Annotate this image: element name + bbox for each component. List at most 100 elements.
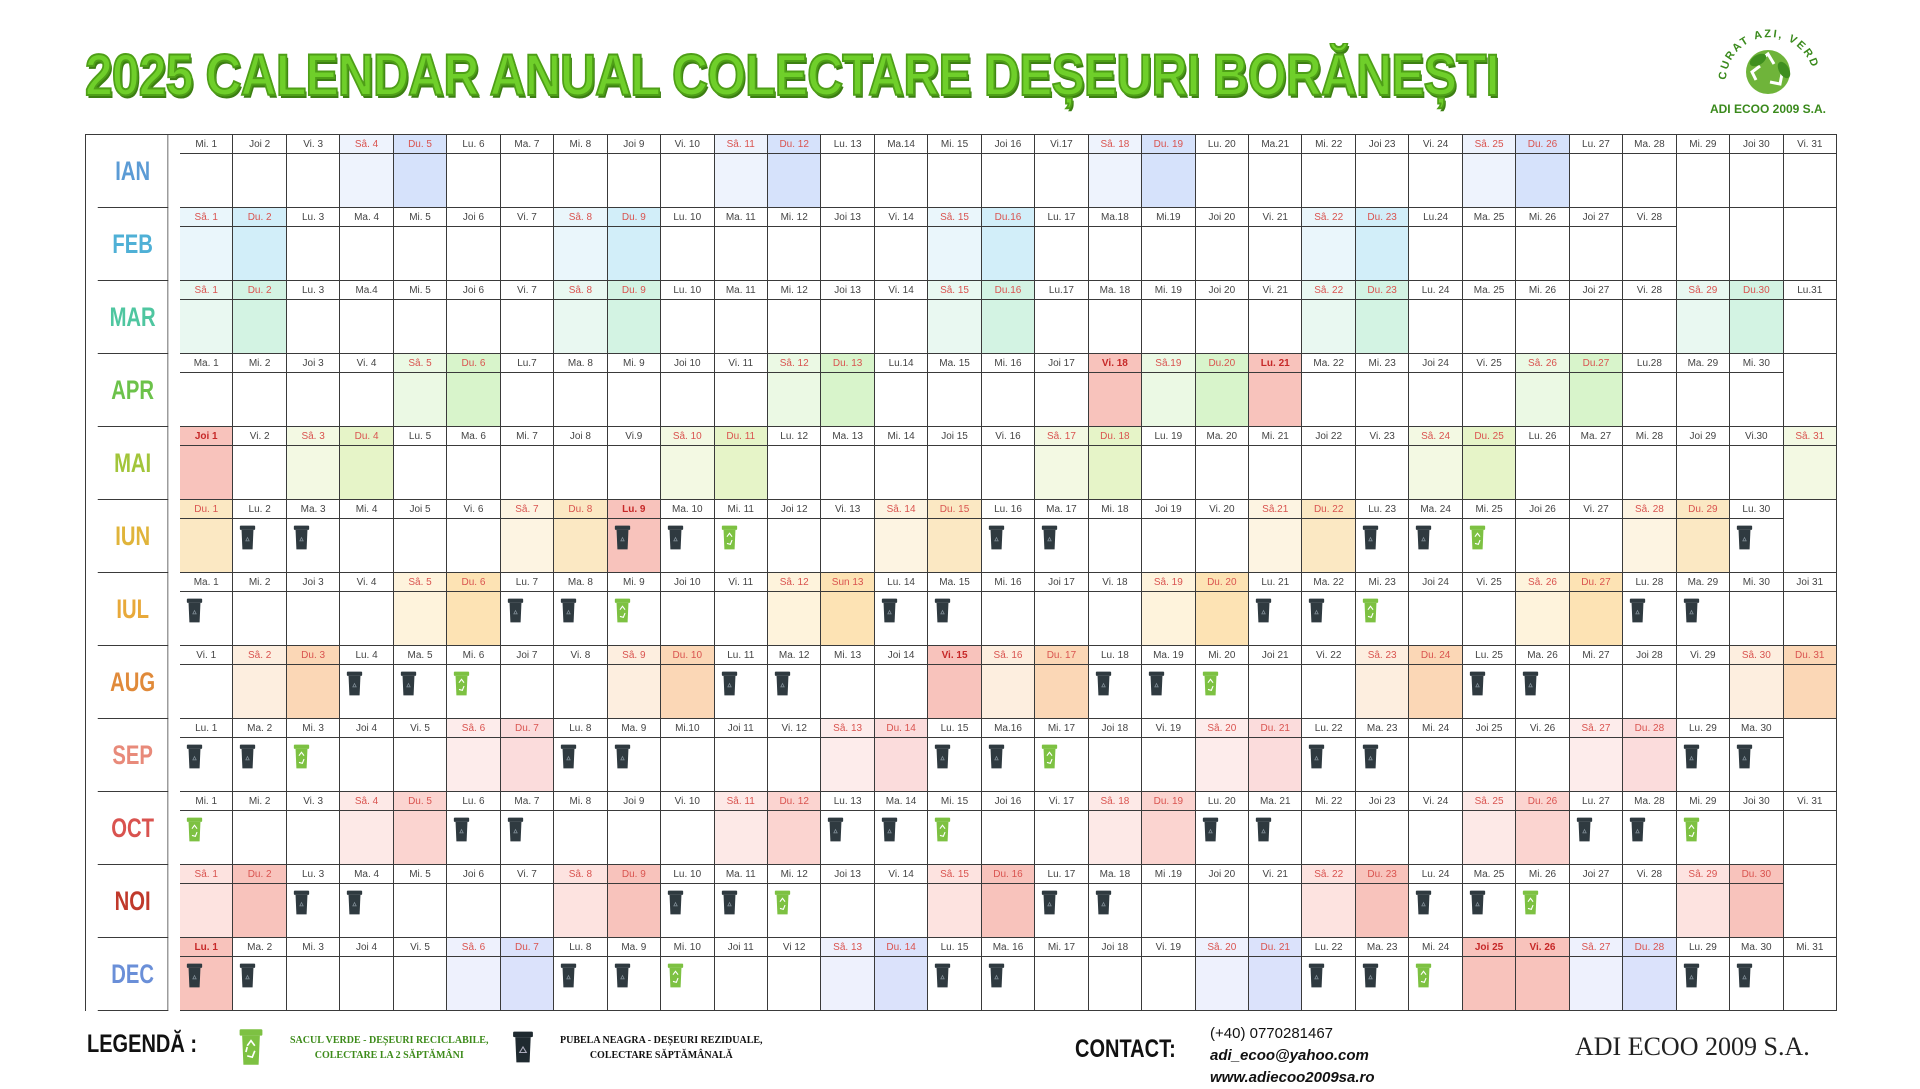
day-label: Mi. 11 [714,500,767,519]
day-label: Mi. 15 [928,135,981,154]
day-cell: Sâ. 13 [821,938,875,1011]
day-cell: Mi. 15 [928,792,982,865]
day-label: Mi. 29 [1676,792,1730,811]
day-cell: Sâ. 9 [607,646,662,719]
day-cell: Ma. 23 [1355,719,1410,792]
day-label: Sâ. 25 [1462,792,1516,811]
black-bin-icon [1202,816,1219,848]
day-cell: Ma.4 [340,281,394,354]
black-bin-icon [186,743,203,775]
day-cell: Mi. 5 [393,281,448,354]
day-cell: Lu. 6 [447,135,501,208]
day-cell: Vi. 4 [340,354,394,427]
month-label-jun: IUN [97,500,169,573]
day-label: Mi. 24 [1409,719,1462,738]
collection-icons [1522,889,1539,921]
day-cell: Vi. 15 [928,646,982,719]
black-bin-icon [560,962,577,994]
day-label: Sâ. 29 [1676,281,1730,300]
day-label: Vi. 25 [1462,354,1516,373]
day-label: Mi. 3 [286,938,340,957]
day-cell: Joi 18 [1088,938,1143,1011]
day-label: Du. 26 [1516,792,1569,811]
day-label: Lu. 10 [661,281,714,300]
day-cell: Joi 10 [661,573,715,646]
day-cell: Mi. 8 [554,135,608,208]
day-label: Vi. 5 [393,938,447,957]
black-bin-icon [1095,670,1112,702]
collection-icons [1308,743,1325,775]
day-cell: Mi. 20 [1195,646,1250,719]
day-label: Lu. 21 [1249,354,1302,373]
day-cell: Du. 19 [1142,792,1196,865]
day-cell: Lu. 11 [714,646,768,719]
day-cell: Mi. 12 [767,208,822,281]
day-label: Du. 2 [233,281,286,300]
month-label-dec: DEC [97,938,169,1011]
day-cell: Du.27 [1569,354,1624,427]
day-label: Sâ. 26 [1516,354,1569,373]
contact-website[interactable]: www.adiecoo2009sa.ro [1210,1069,1375,1086]
day-label: Mi. 19 [1142,281,1195,300]
collection-icons [1362,962,1379,994]
day-label: Joi 23 [1355,135,1409,154]
day-cell: Du. 14 [874,938,929,1011]
day-cell: Joi 20 [1195,281,1250,354]
day-label: Lu. 15 [928,719,981,738]
day-cell: Mi. 16 [981,354,1036,427]
day-cell: Ma. 6 [447,427,501,500]
contact-details: (+40) 0770281467 adi_ecoo@yahoo.com www.… [1210,1023,1375,1089]
collection-icons [721,889,738,921]
day-cell: Du. 23 [1355,865,1410,938]
day-label: Joi 24 [1409,573,1462,592]
collection-icons [614,962,631,994]
black-bin-icon [1362,524,1379,556]
black-bin-icon [988,962,1005,994]
day-cell: Lu. 21 [1249,354,1303,427]
day-label: Ma. 2 [233,719,286,738]
day-label: Du. 10 [661,646,714,665]
day-label: Lu. 3 [286,865,340,884]
day-label: Sâ. 6 [447,938,500,957]
day-label: Sâ. 5 [393,354,447,373]
day-label: Du. 11 [714,427,767,446]
day-label: Du. 24 [1409,646,1462,665]
day-cell: Ma. 28 [1623,135,1677,208]
day-label: Lu. 14 [874,573,928,592]
day-cell: Lu. 2 [233,500,287,573]
day-label: Vi. 18 [1088,354,1142,373]
black-bin-icon [512,1030,534,1069]
collection-icons [293,889,310,921]
day-cell: Vi. 21 [1249,865,1303,938]
day-cell: Vi. 28 [1623,208,1677,281]
day-cell: Mi. 3 [286,719,341,792]
day-cell: Vi. 14 [874,281,929,354]
contact-email[interactable]: adi_ecoo@yahoo.com [1210,1047,1369,1064]
day-cell: Lu. 10 [661,281,715,354]
day-cell: Mi.10 [661,719,715,792]
day-cell: Mi. 14 [874,427,929,500]
day-cell: Mi. 24 [1409,938,1463,1011]
day-label: Lu. 27 [1569,135,1623,154]
day-cell: Du. 6 [447,354,501,427]
day-label: Du. 28 [1623,719,1676,738]
day-label: Du. 5 [393,792,447,811]
collection-icons [667,889,684,921]
day-label: Du. 23 [1355,865,1409,884]
day-label: Joi 12 [767,500,821,519]
green-bag-icon [293,743,310,775]
day-cell: Vi. 20 [1195,500,1250,573]
day-label: Joi 30 [1730,792,1783,811]
day-label: Mi. 26 [1516,281,1569,300]
day-cell: Mi. 1 [180,135,234,208]
day-cell: Du. 28 [1623,719,1677,792]
day-cell: Joi 11 [714,719,768,792]
day-label: Sâ. 13 [821,938,874,957]
day-cell: Lu. 3 [286,865,341,938]
day-cell: Mi. 18 [1088,500,1143,573]
day-label: Sâ. 18 [1088,135,1142,154]
collection-icons [614,597,631,629]
day-label: Joi 28 [1623,646,1676,665]
day-label: Sâ. 15 [928,208,981,227]
day-cell: Sâ. 6 [447,719,501,792]
